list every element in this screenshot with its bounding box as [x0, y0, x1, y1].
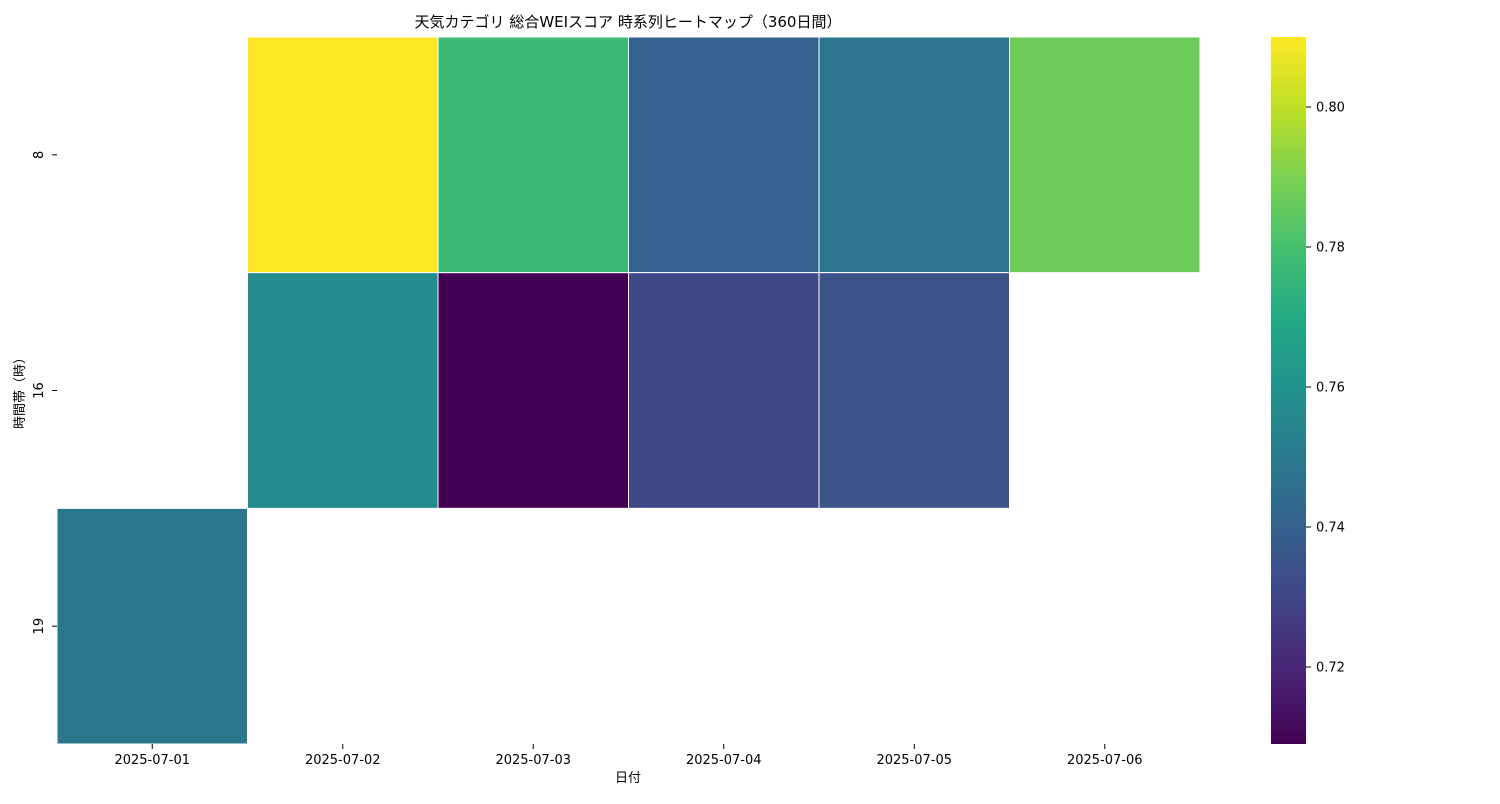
x-tick-label: 2025-07-06 — [1067, 753, 1143, 768]
y-axis: 8 16 19 — [32, 151, 57, 635]
y-axis-label: 時間帯（時） — [13, 351, 28, 429]
heatmap-cell — [56, 507, 248, 745]
colorbar-tick-label: 0.74 — [1316, 521, 1345, 536]
heatmap-cells — [56, 36, 1201, 745]
colorbar-tick-label: 0.76 — [1316, 381, 1345, 396]
colorbar-tick-label: 0.78 — [1316, 241, 1345, 256]
colorbar-ticks: 0.72 0.74 0.76 0.78 0.80 — [1306, 101, 1345, 676]
heatmap-cell — [437, 36, 629, 274]
colorbar-tick-label: 0.72 — [1316, 661, 1345, 676]
x-tick-label: 2025-07-03 — [495, 753, 571, 768]
heatmap-cell — [1009, 36, 1201, 274]
x-tick-label: 2025-07-05 — [876, 753, 952, 768]
heatmap-cell — [628, 36, 820, 274]
x-tick-label: 2025-07-02 — [305, 753, 381, 768]
y-tick-label: 19 — [32, 618, 47, 635]
colorbar-gradient — [1271, 37, 1306, 744]
colorbar-tick-label: 0.80 — [1316, 101, 1345, 116]
x-axis: 2025-07-01 2025-07-02 2025-07-03 2025-07-04… — [114, 744, 1143, 768]
x-tick-label: 2025-07-01 — [114, 753, 190, 768]
chart-title: 天気カテゴリ 総合WEIスコア 時系列ヒートマップ（360日間） — [415, 13, 842, 31]
y-tick-label: 16 — [32, 382, 47, 399]
heatmap-cell — [437, 272, 629, 509]
heatmap-cell — [247, 36, 439, 274]
heatmap-cell — [628, 272, 820, 509]
heatmap-cell — [818, 272, 1010, 509]
x-axis-label: 日付 — [615, 771, 641, 786]
colorbar: 0.72 0.74 0.76 0.78 0.80 — [1271, 37, 1345, 744]
heatmap-cell — [818, 36, 1010, 274]
x-tick-label: 2025-07-04 — [686, 753, 762, 768]
heatmap-cell — [247, 272, 439, 509]
y-tick-label: 8 — [32, 151, 47, 159]
